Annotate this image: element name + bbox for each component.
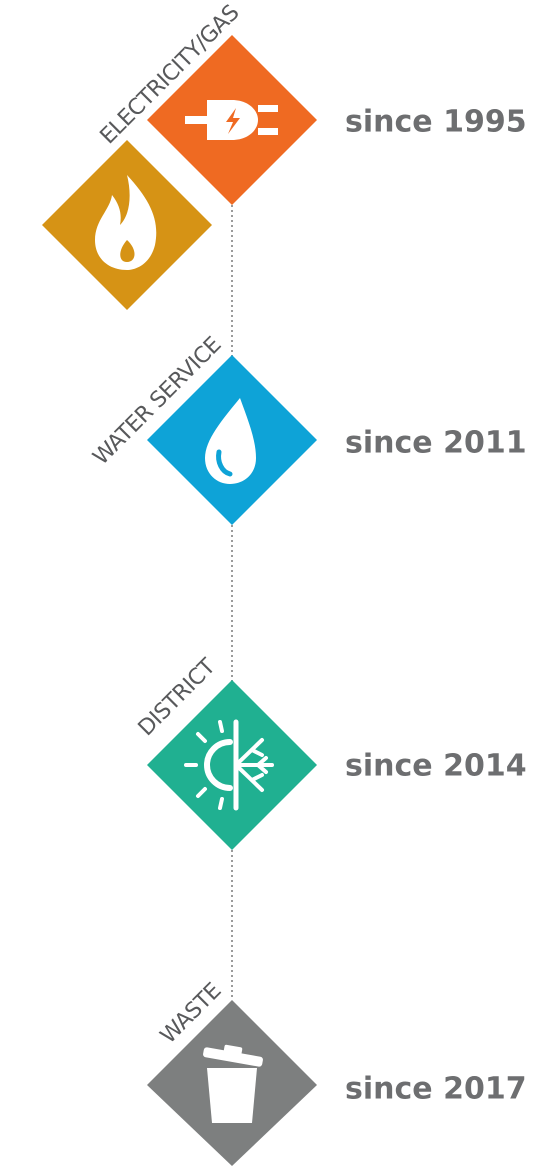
since-text: since 1995 (345, 105, 527, 140)
since-text: since 2014 (345, 749, 527, 784)
climate-icon (184, 719, 274, 811)
since-text: since 2011 (345, 426, 527, 461)
since-text: since 2017 (345, 1072, 527, 1107)
flame-icon (95, 175, 157, 270)
plug-icon (185, 100, 278, 140)
district-diamond (147, 680, 317, 850)
bin-icon (203, 1044, 263, 1123)
